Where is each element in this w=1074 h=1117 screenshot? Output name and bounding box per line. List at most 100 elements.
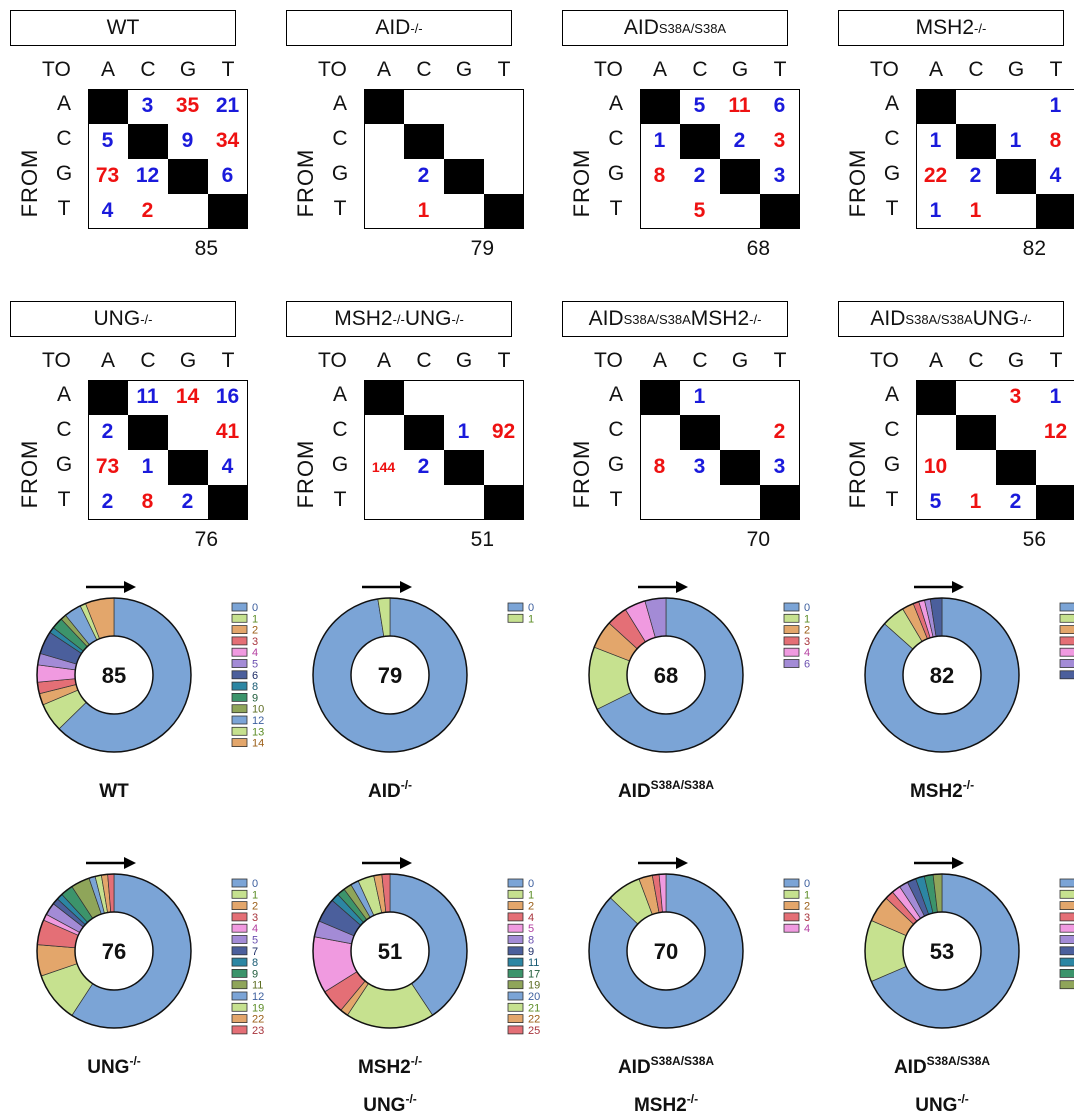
matrix-cell: 12: [1043, 420, 1068, 443]
column-header: C: [968, 58, 984, 81]
from-label: FROM: [17, 148, 42, 218]
row-header: T: [57, 488, 71, 511]
matrix-cell: [444, 124, 484, 159]
matrix-cell: 2: [773, 420, 786, 443]
legend-label: 12: [252, 715, 264, 727]
diagonal-cell: [719, 449, 760, 485]
matrix-cell: 1: [1049, 94, 1062, 117]
legend-swatch: [783, 889, 800, 899]
donut-outer-ring: [864, 597, 1020, 753]
donut-center-value: 51: [378, 939, 402, 964]
column-header: A: [100, 349, 115, 372]
matrix-cell: 2: [417, 164, 430, 187]
matrix-cell: [444, 89, 484, 124]
matrix-cell: 2: [1009, 490, 1022, 513]
legend-label: 0: [252, 602, 258, 614]
donut-outer-ring: [312, 597, 468, 753]
donut-center-value: 85: [102, 663, 126, 688]
matrix-cell: 9: [181, 129, 194, 152]
diagonal-cell: [403, 414, 444, 450]
to-label: TO: [870, 349, 899, 372]
row-header: G: [55, 453, 73, 476]
diagonal-cell: [759, 484, 800, 520]
diagonal-cell: [915, 379, 956, 415]
column-header: T: [221, 349, 235, 372]
arrow-head-icon: [676, 857, 688, 869]
legend-swatch: [507, 1025, 524, 1035]
legend-swatch: [783, 912, 800, 922]
legend-label: 8: [252, 681, 258, 693]
diagonal-cell: [679, 414, 720, 450]
to-label: TO: [318, 58, 347, 81]
diagonal-cell: [679, 123, 720, 159]
mutation-matrix-grid: WT TO A A C C G G T T FROM 3 35 21 5 9 34 73 12 6 4 2 85 AID -/-…: [10, 10, 1074, 551]
matrix-cell: [168, 194, 208, 229]
matrix-cell: 1: [457, 420, 470, 443]
legend-swatch: [507, 602, 524, 612]
matrix-cell: 3: [773, 455, 786, 478]
legend-label: 8: [528, 935, 534, 947]
matrix-cell: [444, 194, 484, 229]
donut-label: AIDS38A/S38A: [618, 778, 714, 802]
legend-swatch: [231, 613, 248, 623]
diagonal-cell: [955, 414, 996, 450]
donut-label: MSH2-/-: [910, 778, 974, 802]
matrix-total: 56: [1022, 528, 1046, 551]
column-header: C: [692, 58, 708, 81]
matrix-panel: MSH2 -/- UNG -/- TO A A C C G G T T FROM 1 92 144 2 51: [276, 291, 536, 551]
legend-label: 19: [528, 980, 540, 992]
matrix-cell: [404, 380, 444, 415]
column-header: G: [731, 349, 749, 372]
legend-swatch: [1059, 602, 1074, 612]
legend-swatch: [231, 704, 248, 714]
legend-label: 17: [528, 968, 540, 980]
matrix-cell: 2: [141, 199, 154, 222]
matrix-cell: [996, 194, 1036, 229]
row-header: C: [884, 418, 900, 441]
legend-swatch: [1059, 935, 1074, 944]
column-header: A: [652, 58, 667, 81]
donut-label: MSH2-/-: [358, 1054, 422, 1078]
legend-swatch: [1059, 923, 1074, 933]
arrow-head-icon: [124, 581, 136, 593]
legend-swatch: [783, 878, 800, 888]
arrow-head-icon: [124, 857, 136, 869]
row-header: T: [333, 488, 347, 511]
matrix-cell: [680, 485, 720, 520]
legend-swatch: [231, 923, 248, 933]
matrix-cell: 3: [773, 129, 786, 152]
legend-label: 5: [252, 935, 258, 947]
donut-hole: [626, 911, 706, 991]
row-header: G: [607, 162, 625, 185]
diagonal-cell: [363, 379, 404, 415]
row-header: C: [884, 127, 900, 150]
legend-swatch: [1059, 625, 1074, 634]
legend-label: 4: [528, 912, 534, 924]
diagonal-cell: [1035, 193, 1074, 229]
row-header: T: [885, 197, 899, 220]
donut-label: WT: [99, 781, 129, 802]
legend-swatch: [231, 636, 248, 646]
legend-swatch: [1059, 647, 1074, 657]
legend-label: 2: [528, 901, 534, 913]
row-header: A: [332, 383, 347, 406]
legend-label: 3: [252, 636, 258, 648]
matrix-cell: 5: [693, 94, 706, 117]
legend-swatch: [783, 647, 800, 657]
row-header: G: [607, 453, 625, 476]
donut-label: AIDS38A/S38A: [618, 1054, 714, 1078]
legend-swatch: [231, 912, 248, 922]
legend-label: 11: [252, 980, 263, 992]
legend-label: 11: [528, 957, 539, 969]
column-header: G: [455, 58, 473, 81]
legend-swatch: [231, 889, 248, 899]
matrix-total: 79: [470, 237, 494, 260]
legend-swatch: [1059, 636, 1074, 646]
matrix-cell: [364, 124, 404, 159]
diagonal-cell: [639, 88, 680, 124]
matrix-cell: 1: [929, 129, 942, 152]
legend-swatch: [1059, 613, 1074, 623]
